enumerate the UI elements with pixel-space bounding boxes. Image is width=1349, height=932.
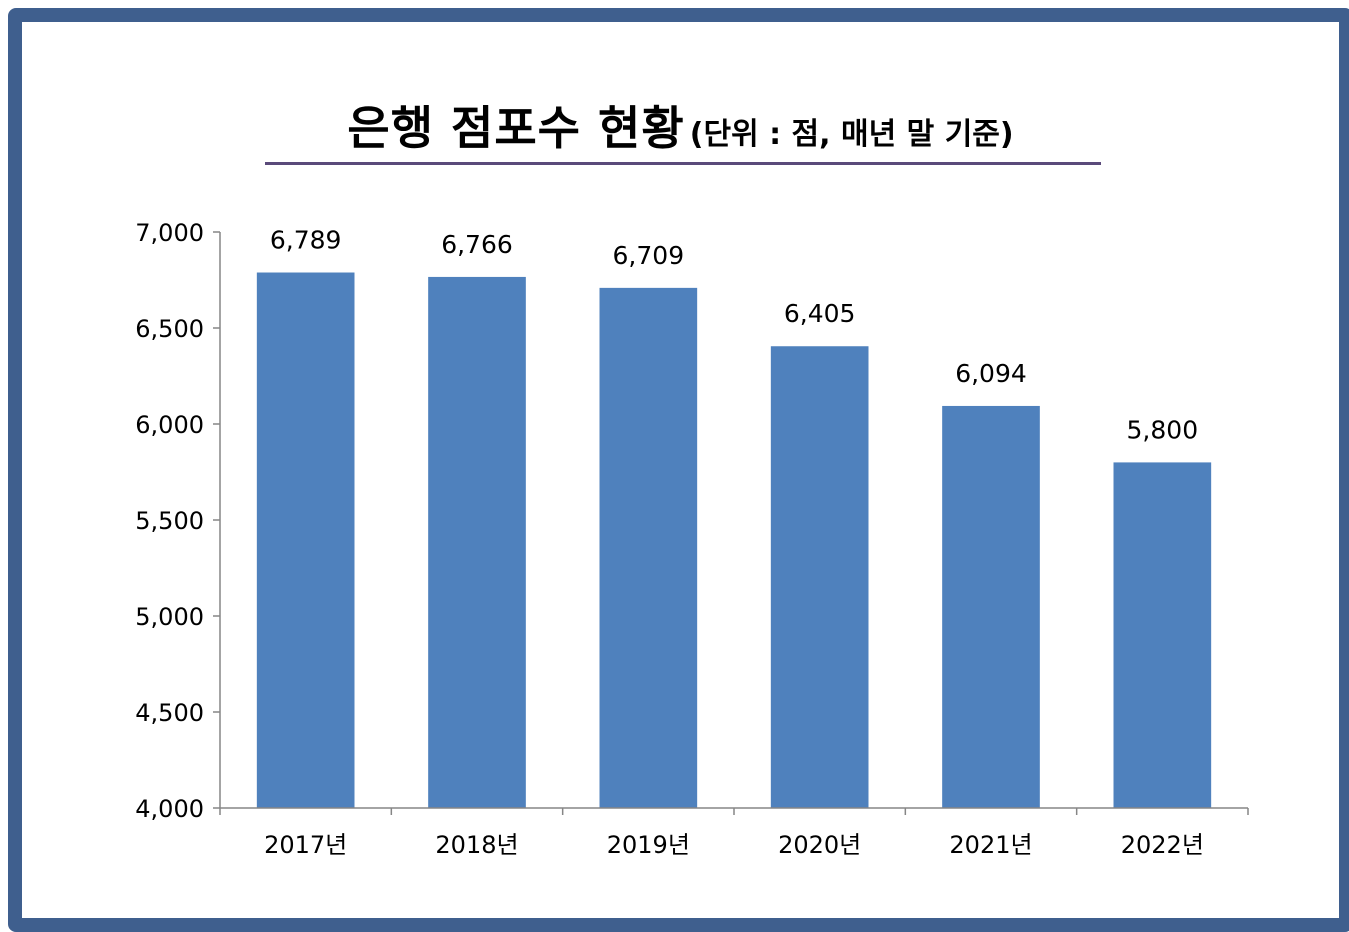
y-axis: 4,000 4,500 5,000 5,500 6,000 6,500 7,000 <box>135 219 221 823</box>
data-label: 6,405 <box>784 299 856 328</box>
chart-subtitle: (단위 : 점, 매년 말 기준) <box>689 117 1014 152</box>
chart-title: 은행 점포수 현황 (단위 : 점, 매년 말 기준) <box>22 92 1339 158</box>
bar <box>256 272 355 809</box>
bar <box>428 276 526 808</box>
bar-chart: 4,000 4,500 5,000 5,500 6,000 6,500 7,000 2017… <box>135 219 1249 859</box>
y-tick-label: 4,000 <box>135 795 204 823</box>
x-category-label: 2019년 <box>607 831 690 859</box>
y-tick-label: 4,500 <box>135 699 204 727</box>
bar <box>1113 462 1212 808</box>
chart-frame: 은행 점포수 현황 (단위 : 점, 매년 말 기준) 4,000 4,500 5,… <box>8 8 1349 932</box>
x-category-label: 2018년 <box>435 831 518 859</box>
y-tick-label: 6,500 <box>135 315 204 343</box>
data-label: 6,766 <box>441 230 513 259</box>
data-label: 6,709 <box>613 241 685 270</box>
title-underline <box>265 162 1101 165</box>
bar <box>770 346 869 808</box>
bars <box>256 272 1212 809</box>
bar <box>599 287 698 808</box>
y-tick-label: 5,500 <box>135 507 204 535</box>
y-tick-label: 6,000 <box>135 411 204 439</box>
x-category-label: 2021년 <box>949 831 1032 859</box>
data-labels: 6,789 6,766 6,709 6,405 6,094 5,800 <box>270 226 1198 445</box>
chart-title-main: 은행 점포수 현황 <box>347 101 685 155</box>
x-category-label: 2017년 <box>264 831 347 859</box>
data-label: 6,094 <box>955 359 1027 388</box>
data-label: 5,800 <box>1127 415 1199 444</box>
y-tick-label: 7,000 <box>135 219 204 247</box>
x-category-label: 2022년 <box>1121 831 1204 859</box>
y-tick-label: 5,000 <box>135 603 204 631</box>
x-category-label: 2020년 <box>778 831 861 859</box>
bar <box>942 405 1040 808</box>
data-label: 6,789 <box>270 226 342 255</box>
x-axis: 2017년 2018년 2019년 2020년 2021년 2022년 <box>219 807 1249 859</box>
